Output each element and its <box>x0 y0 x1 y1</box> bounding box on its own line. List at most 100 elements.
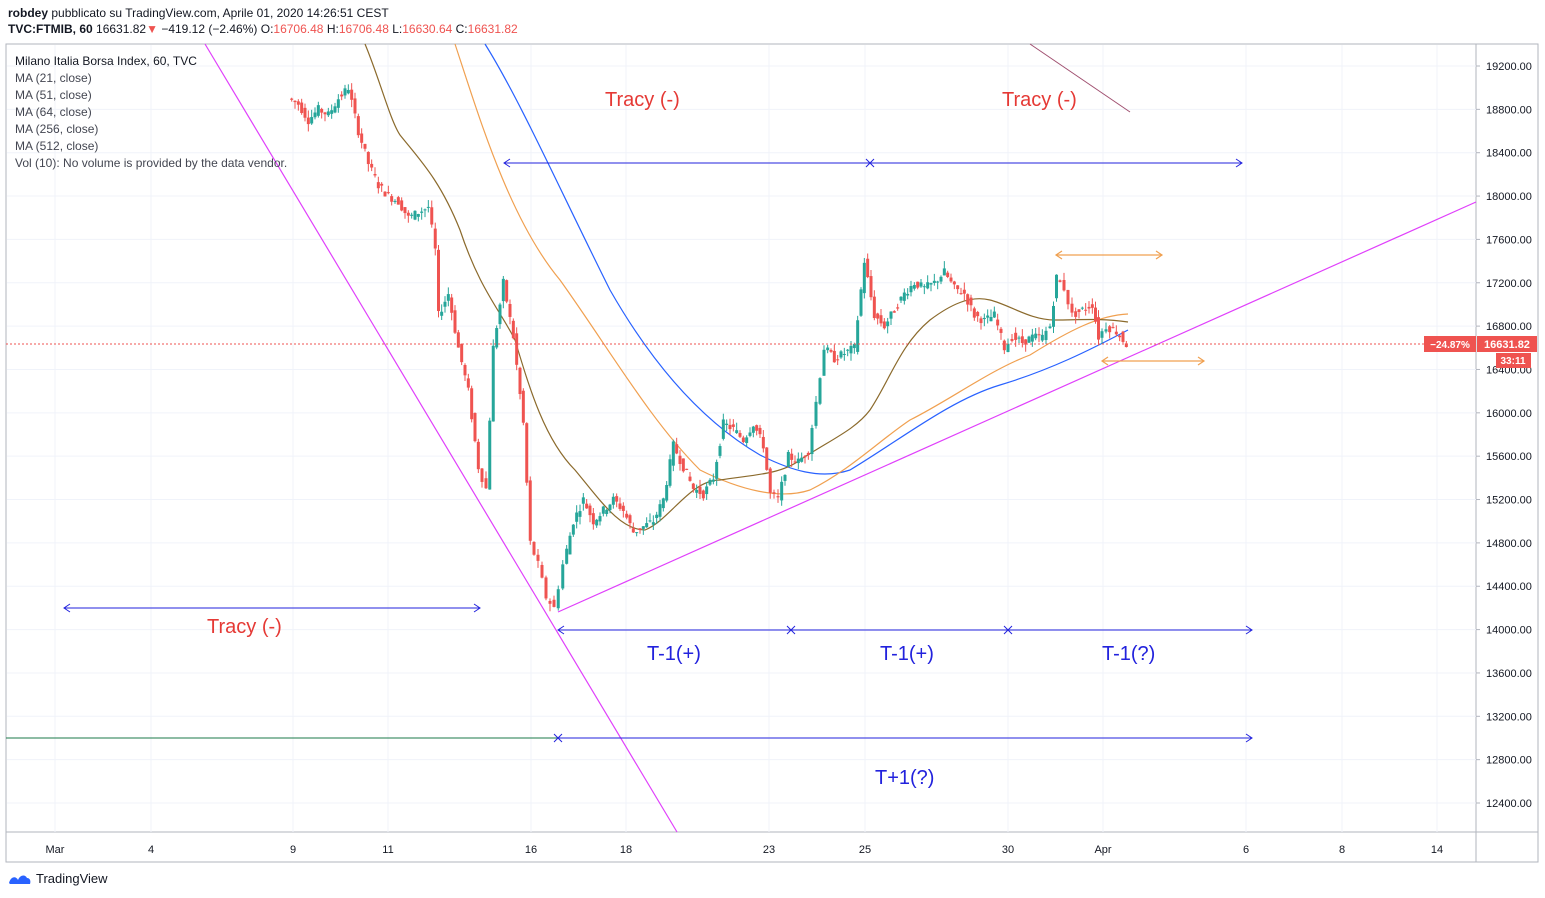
candle-body <box>491 345 495 422</box>
arrow-head <box>1245 733 1253 743</box>
x-tick-label: 9 <box>290 844 296 856</box>
candle-body <box>668 459 672 486</box>
candle-body <box>751 426 755 433</box>
candle-body <box>741 437 745 443</box>
candle-body <box>793 461 797 463</box>
y-tick-label: 18000.00 <box>1486 191 1532 203</box>
candle-body <box>688 476 692 481</box>
candle-body <box>866 258 870 278</box>
candle-body <box>715 461 719 479</box>
candle-body <box>413 210 417 220</box>
legend-vol[interactable]: Vol (10): No volume is provided by the d… <box>15 156 288 170</box>
candle-body <box>882 321 886 329</box>
candle-body <box>556 589 560 609</box>
annotation-t1-a: T-1(+) <box>647 643 701 665</box>
legend-title[interactable]: Milano Italia Borsa Index, 60, TVC <box>15 54 197 68</box>
candle-body <box>443 301 447 307</box>
candle-body <box>1090 304 1094 308</box>
candle-body <box>581 497 585 504</box>
candle-body <box>1121 331 1125 342</box>
x-tick-label: 8 <box>1339 844 1345 856</box>
candle-body <box>460 343 464 363</box>
arrow-head <box>557 625 565 635</box>
candle-body <box>786 451 790 467</box>
candle-body <box>818 378 822 404</box>
candle-body <box>783 474 787 481</box>
candle-body <box>611 496 615 505</box>
candle-body <box>446 294 450 301</box>
arrow-head <box>1054 250 1063 260</box>
candle-body <box>969 297 973 306</box>
candle-body <box>373 174 377 176</box>
candle-body <box>678 455 682 465</box>
candle-body <box>293 100 297 103</box>
legend-ma21[interactable]: MA (21, close) <box>15 71 92 85</box>
candle-body <box>608 504 612 511</box>
symbol-info: TVC:FTMIB, 60 16631.82▼ −419.12 (−2.46%)… <box>8 22 518 36</box>
candle-body <box>829 350 833 352</box>
legend-ma256[interactable]: MA (256, close) <box>15 122 99 136</box>
countdown-tag-bg <box>1496 353 1531 368</box>
candle-body <box>902 292 906 301</box>
y-tick-label: 15600.00 <box>1486 451 1532 463</box>
legend-ma51[interactable]: MA (51, close) <box>15 88 92 102</box>
candle-body <box>886 321 890 327</box>
x-tick-label: 25 <box>859 844 871 856</box>
candle-body <box>705 486 709 495</box>
candle-body <box>1070 303 1074 313</box>
candle-body <box>926 282 930 289</box>
candle-body <box>1017 337 1021 339</box>
candle-body <box>929 283 933 285</box>
candle-body <box>658 504 662 517</box>
legend-ma64[interactable]: MA (64, close) <box>15 105 92 119</box>
candle-body <box>403 207 407 214</box>
candle-body <box>303 107 307 118</box>
candle-body <box>892 311 896 313</box>
candle-body <box>518 367 522 395</box>
candle-body <box>906 293 910 296</box>
candle-body <box>765 447 769 470</box>
candle-body <box>320 108 324 113</box>
candle-body <box>380 183 384 186</box>
y-tick-label: 12400.00 <box>1486 798 1532 810</box>
candle-body <box>316 105 320 116</box>
annotation-t1-c: T-1(?) <box>1102 643 1155 665</box>
candle-body <box>661 498 665 509</box>
candle-body <box>966 294 970 305</box>
candle-body <box>1024 339 1028 345</box>
candle-body <box>585 503 589 509</box>
candle-body <box>959 293 963 295</box>
author-name[interactable]: robdey <box>8 6 49 20</box>
candle-body <box>1040 334 1044 341</box>
candle-body <box>360 133 364 143</box>
open-label: O: <box>260 22 274 36</box>
candle-body <box>598 516 602 522</box>
candle-body <box>645 523 649 528</box>
candle-body <box>859 289 863 316</box>
candle-body <box>761 436 765 449</box>
candle-body <box>1020 336 1024 344</box>
candle-body <box>1058 280 1062 282</box>
candle-body <box>353 98 357 114</box>
candle-body <box>1084 309 1088 311</box>
candle-body <box>521 390 525 423</box>
y-tick-label: 12800.00 <box>1486 755 1532 767</box>
candle-body <box>1055 274 1058 299</box>
candle-body <box>306 117 310 125</box>
legend-ma512[interactable]: MA (512, close) <box>15 139 99 153</box>
candle-body <box>400 200 404 211</box>
candlesticks <box>290 83 1128 612</box>
candle-body <box>685 468 689 470</box>
candle-body <box>346 89 350 94</box>
candle-body <box>932 280 936 284</box>
candle-body <box>386 192 390 194</box>
candle-body <box>1094 307 1097 322</box>
candle-body <box>986 315 990 318</box>
candle-body <box>675 444 679 454</box>
candle-body <box>846 349 850 351</box>
candle-body <box>635 532 639 534</box>
published-text: pubblicato su TradingView.com, Aprile 01… <box>51 6 389 20</box>
footer-brand[interactable]: TradingView <box>8 871 108 886</box>
pct-tag-bg <box>1424 336 1476 352</box>
candle-body <box>511 320 515 339</box>
